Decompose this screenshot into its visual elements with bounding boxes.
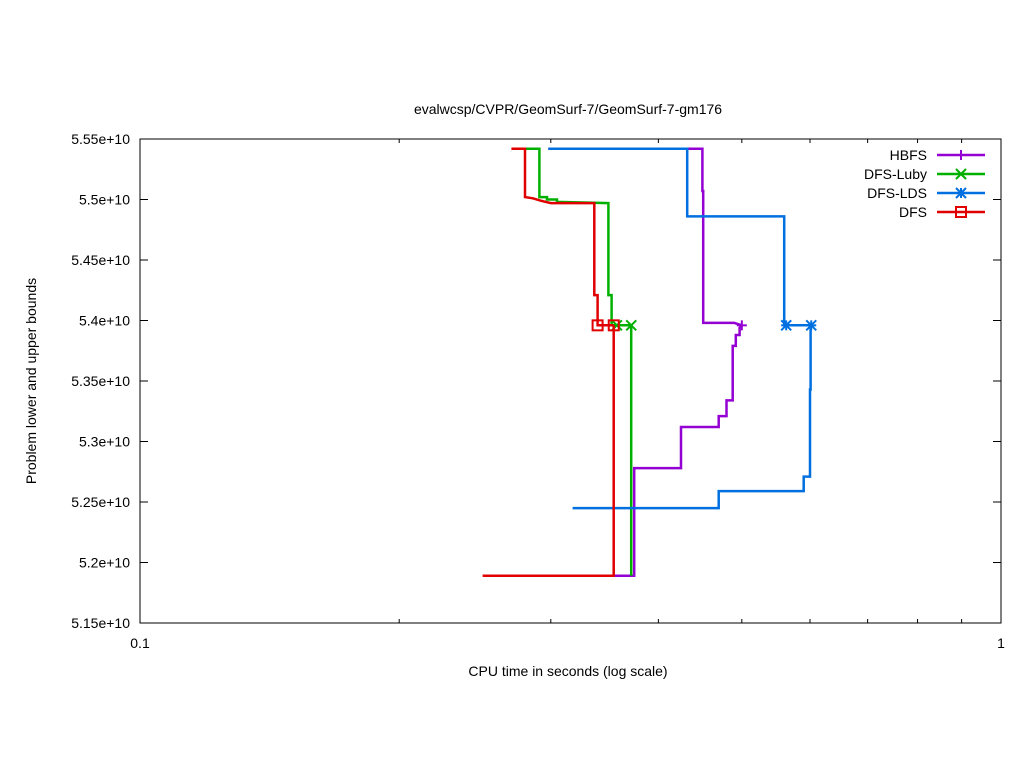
y-tick-label: 5.5e+10 xyxy=(79,192,130,208)
series-dfs-lds-lower-bound xyxy=(572,325,812,510)
x-tick-label: 0.1 xyxy=(130,635,150,651)
series-dfs-lds-marker xyxy=(805,319,817,332)
x-axis-label: CPU time in seconds (log scale) xyxy=(468,663,667,679)
legend-item-dfs-lds: DFS-LDS xyxy=(867,185,985,201)
series-hbfs xyxy=(548,147,747,578)
y-axis-label: Problem lower and upper bounds xyxy=(23,278,39,484)
y-tick-label: 5.35e+10 xyxy=(71,373,130,389)
y-tick-label: 5.3e+10 xyxy=(79,434,130,450)
legend-label: DFS xyxy=(899,204,927,220)
series-dfs xyxy=(482,147,620,578)
series-dfs-luby-marker xyxy=(625,319,637,332)
legend-label: HBFS xyxy=(890,147,927,163)
legend-label: DFS-LDS xyxy=(867,185,927,201)
legend-item-hbfs: HBFS xyxy=(890,147,985,163)
series-dfs-lower-bound xyxy=(482,325,615,578)
y-tick-label: 5.2e+10 xyxy=(79,555,130,571)
legend-label: DFS-Luby xyxy=(864,166,927,182)
legend-marker xyxy=(956,150,966,160)
x-tick-label: 1 xyxy=(997,635,1005,651)
legend-marker xyxy=(955,187,967,199)
y-tick-label: 5.45e+10 xyxy=(71,252,130,268)
series-hbfs-marker xyxy=(736,320,747,331)
legend-item-dfs: DFS xyxy=(899,204,985,220)
plot-frame xyxy=(139,138,1002,624)
series-dfs-marker xyxy=(591,319,604,332)
y-tick-label: 5.55e+10 xyxy=(71,131,130,147)
axis-ticks: 5.15e+10 5.2e+10 5.25e+10 5.3e+10 5.35e+10 5.… xyxy=(71,131,1005,651)
series-dfs-lds xyxy=(548,147,817,510)
y-tick-label: 5.15e+10 xyxy=(71,615,130,631)
series-hbfs-lower-bound xyxy=(613,324,743,578)
legend-marker xyxy=(955,206,967,218)
series-hbfs-upper-bound xyxy=(548,147,743,327)
legend-item-dfs-luby: DFS-Luby xyxy=(864,166,985,182)
series-layer xyxy=(482,147,817,578)
series-dfs-luby xyxy=(522,147,637,576)
series-dfs-lds-marker xyxy=(780,319,792,332)
legend: HBFS DFS-Luby DFS-LDS DFS xyxy=(864,147,985,220)
legend-marker xyxy=(955,168,967,180)
series-dfs-upper-bound xyxy=(511,147,614,327)
y-tick-label: 5.25e+10 xyxy=(71,494,130,510)
series-dfs-marker xyxy=(607,319,620,332)
series-dfs-luby-upper-bound xyxy=(522,147,632,327)
y-tick-label: 5.4e+10 xyxy=(79,313,130,329)
chart-title: evalwcsp/CVPR/GeomSurf-7/GeomSurf-7-gm17… xyxy=(414,101,722,117)
